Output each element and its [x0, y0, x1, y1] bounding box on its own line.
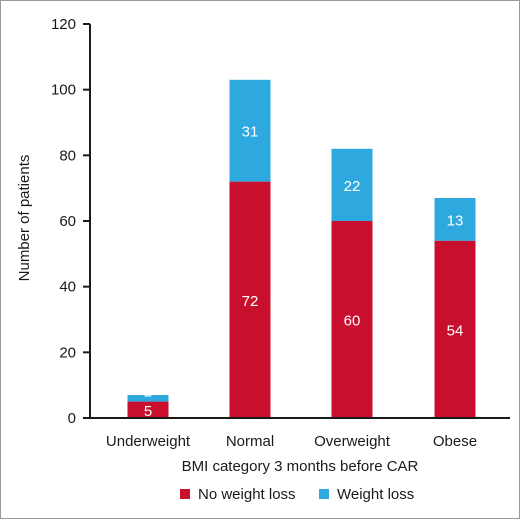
data-label: 22	[344, 178, 361, 195]
data-label: 31	[242, 124, 259, 141]
y-tick-label: 60	[59, 213, 76, 230]
axes-layer: 0 20 40 60 80 100 120 Underweight Normal Overweig…	[51, 16, 510, 450]
x-tick-label: Overweight	[314, 433, 391, 450]
legend-label: No weight loss	[198, 486, 296, 503]
y-axis-label: Number of patients	[16, 155, 33, 282]
data-label: 72	[242, 293, 259, 310]
bar-segment-weight-loss	[434, 198, 476, 241]
bar-segment-no-weight-loss	[229, 181, 271, 418]
legend: No weight loss Weight loss	[180, 486, 414, 503]
data-label: 60	[344, 313, 361, 330]
bar-segment-no-weight-loss	[434, 240, 476, 418]
bar-segment-no-weight-loss	[331, 221, 373, 418]
data-label: 2	[144, 383, 152, 400]
y-tick-label: 80	[59, 147, 76, 164]
y-tick-label: 0	[68, 410, 76, 427]
bar-segment-weight-loss	[127, 395, 169, 402]
x-tick-label: Underweight	[106, 433, 191, 450]
data-label: 13	[447, 212, 464, 229]
x-tick-label: Normal	[226, 433, 274, 450]
legend-swatch	[180, 489, 190, 499]
x-axis-label: BMI category 3 months before CAR	[182, 458, 419, 475]
data-labels-layer: 5 2 72 31 60 22 54 13	[144, 124, 464, 420]
y-tick-label: 100	[51, 82, 76, 99]
y-tick-label: 20	[59, 344, 76, 361]
data-label: 5	[144, 403, 152, 420]
bar-segment-weight-loss	[229, 79, 271, 182]
y-tick-label: 40	[59, 279, 76, 296]
legend-label: Weight loss	[337, 486, 414, 503]
bar-segment-weight-loss	[331, 148, 373, 221]
legend-swatch	[319, 489, 329, 499]
bar-segment-no-weight-loss	[127, 401, 169, 418]
y-tick-label: 120	[51, 16, 76, 33]
bars-layer	[127, 79, 476, 418]
data-label: 54	[447, 322, 464, 339]
x-tick-label: Obese	[433, 433, 477, 450]
